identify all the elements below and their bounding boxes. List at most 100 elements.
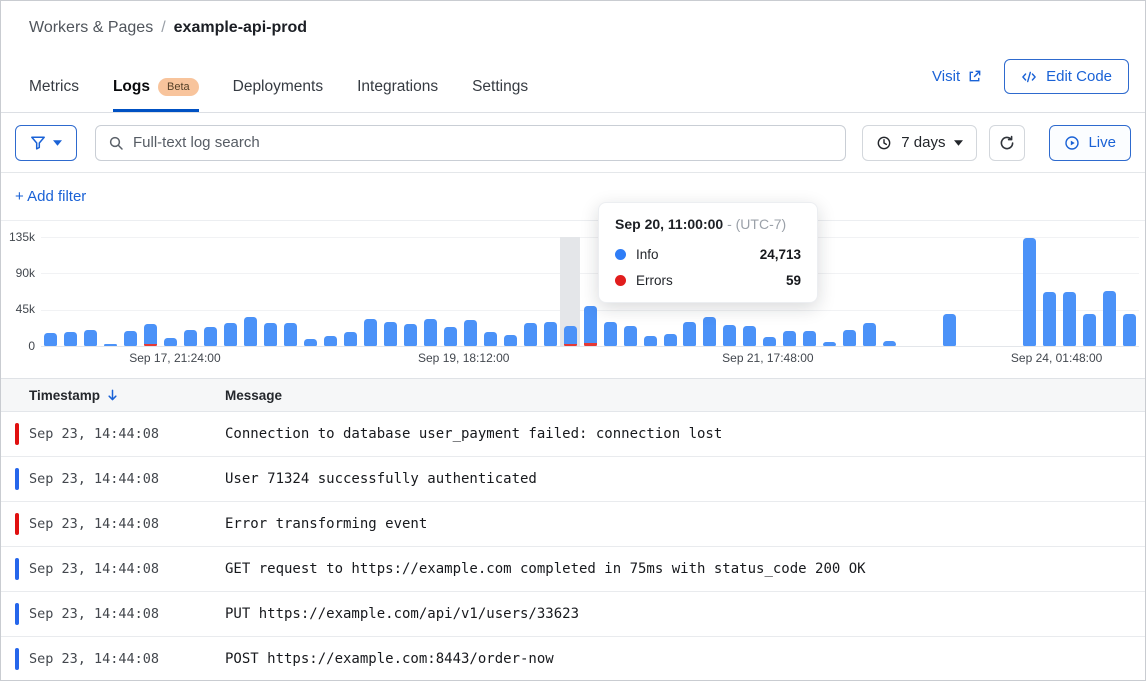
chart-bar[interactable] <box>321 237 341 346</box>
beta-badge: Beta <box>157 78 199 96</box>
filter-menu-button[interactable] <box>15 124 77 161</box>
chart-bar[interactable] <box>920 237 940 346</box>
log-row[interactable]: Sep 23, 14:44:08 Connection to database u… <box>1 412 1145 457</box>
breadcrumb-current: example-api-prod <box>173 19 308 36</box>
chart-bar[interactable] <box>660 237 680 346</box>
chart-bar[interactable] <box>361 237 381 346</box>
chart-bar[interactable] <box>600 237 620 346</box>
chart-bar[interactable] <box>81 237 101 346</box>
chart-bar[interactable] <box>201 237 221 346</box>
chevron-down-icon <box>954 139 964 146</box>
chart-bar[interactable] <box>1099 237 1119 346</box>
chart-bar[interactable] <box>380 237 400 346</box>
chart-bar[interactable] <box>400 237 420 346</box>
log-message: Connection to database user_payment fail… <box>225 426 723 442</box>
chart-bar[interactable] <box>820 237 840 346</box>
chart-bar[interactable] <box>540 237 560 346</box>
chart-bar[interactable] <box>1059 237 1079 346</box>
chart-bar[interactable] <box>480 237 500 346</box>
chart-bar[interactable] <box>460 237 480 346</box>
tooltip-entry-info: Info 24,713 <box>615 247 801 262</box>
chart-bar[interactable] <box>221 237 241 346</box>
chart-bar[interactable] <box>440 237 460 346</box>
tab-label: Deployments <box>232 78 324 95</box>
chart-bar[interactable] <box>980 237 1000 346</box>
chart-bar[interactable] <box>1039 237 1059 346</box>
chart-bar[interactable] <box>580 237 600 346</box>
chart-bar[interactable] <box>840 237 860 346</box>
clock-icon <box>876 135 892 151</box>
chart-bar[interactable] <box>940 237 960 346</box>
chart-bar[interactable] <box>301 237 321 346</box>
x-axis-tick: Sep 24, 01:48:00 <box>1010 351 1103 365</box>
chart-bar[interactable] <box>181 237 201 346</box>
chart-bar[interactable] <box>780 237 800 346</box>
severity-indicator-info <box>15 558 19 580</box>
tab-label: Settings <box>472 78 529 95</box>
log-timestamp: Sep 23, 14:44:08 <box>29 471 160 487</box>
chart-bar[interactable] <box>1119 237 1139 346</box>
refresh-button[interactable] <box>989 124 1026 161</box>
chart-bar[interactable] <box>341 237 361 346</box>
chart-bar[interactable] <box>880 237 900 346</box>
x-axis-tick: Sep 19, 18:12:00 <box>418 351 510 365</box>
chart-bar[interactable] <box>740 237 760 346</box>
tooltip-entry-label: Errors <box>636 273 673 288</box>
edit-code-button[interactable]: Edit Code <box>1004 59 1129 94</box>
time-range-dropdown[interactable]: 7 days <box>862 124 978 161</box>
chart-bar[interactable] <box>1000 237 1020 346</box>
x-axis-tick: Sep 17, 21:24:00 <box>129 351 221 365</box>
search-input[interactable] <box>133 134 833 151</box>
chart-bar[interactable] <box>500 237 520 346</box>
chart-bar[interactable] <box>41 237 61 346</box>
log-row[interactable]: Sep 23, 14:44:08 GET request to https://e… <box>1 547 1145 592</box>
chart-bar[interactable] <box>680 237 700 346</box>
search-icon <box>108 135 124 151</box>
log-row[interactable]: Sep 23, 14:44:08 User 71324 successfully … <box>1 457 1145 502</box>
tooltip-title: Sep 20, 11:00:00 - (UTC-7) <box>615 216 801 232</box>
column-header-message[interactable]: Message <box>225 387 283 403</box>
log-timestamp: Sep 23, 14:44:08 <box>29 426 160 442</box>
chart-bar[interactable] <box>161 237 181 346</box>
severity-indicator-error <box>15 513 19 535</box>
page-header: Workers & Pages / example-api-prod Metri… <box>1 1 1145 113</box>
chart-bar[interactable] <box>281 237 301 346</box>
chart-bar[interactable] <box>241 237 261 346</box>
live-button[interactable]: Live <box>1049 124 1131 161</box>
log-row[interactable]: Sep 23, 14:44:08 Error transforming event <box>1 502 1145 547</box>
tooltip-time: Sep 20, 11:00:00 <box>615 216 724 232</box>
tab-metrics[interactable]: Metrics <box>29 78 79 112</box>
log-row[interactable]: Sep 23, 14:44:08 POST https://example.com… <box>1 637 1145 680</box>
breadcrumb-section[interactable]: Workers & Pages <box>29 19 154 36</box>
chart-bar[interactable] <box>800 237 820 346</box>
chart-bar[interactable] <box>900 237 920 346</box>
tab-settings[interactable]: Settings <box>472 78 528 112</box>
visit-link[interactable]: Visit <box>932 68 982 85</box>
chart-bar[interactable] <box>960 237 980 346</box>
chart-bar[interactable] <box>61 237 81 346</box>
tab-integrations[interactable]: Integrations <box>357 78 438 112</box>
chart-bar[interactable] <box>760 237 780 346</box>
chart-bar[interactable] <box>141 237 161 346</box>
add-filter-button[interactable]: + Add filter <box>15 188 87 205</box>
chart-bar[interactable] <box>860 237 880 346</box>
log-message: PUT https://example.com/api/v1/users/336… <box>225 606 580 622</box>
chart-tooltip: Sep 20, 11:00:00 - (UTC-7) Info 24,713 Err… <box>598 202 818 303</box>
chart-bar[interactable] <box>720 237 740 346</box>
chart-bar[interactable] <box>420 237 440 346</box>
chart-bar-highlighted[interactable] <box>560 237 581 346</box>
tab-logs[interactable]: Logs Beta <box>112 78 199 112</box>
chart-bar[interactable] <box>700 237 720 346</box>
log-timestamp: Sep 23, 14:44:08 <box>29 516 160 532</box>
column-header-timestamp[interactable]: Timestamp <box>29 388 225 403</box>
log-row[interactable]: Sep 23, 14:44:08 PUT https://example.com/… <box>1 592 1145 637</box>
chart-bar[interactable] <box>520 237 540 346</box>
chart-bar[interactable] <box>640 237 660 346</box>
chart-bar[interactable] <box>620 237 640 346</box>
chart-bar[interactable] <box>121 237 141 346</box>
chart-bar[interactable] <box>101 237 121 346</box>
tab-deployments[interactable]: Deployments <box>233 78 323 112</box>
chart-bar[interactable] <box>261 237 281 346</box>
chart-bar[interactable] <box>1079 237 1099 346</box>
chart-bar[interactable] <box>1019 237 1039 346</box>
